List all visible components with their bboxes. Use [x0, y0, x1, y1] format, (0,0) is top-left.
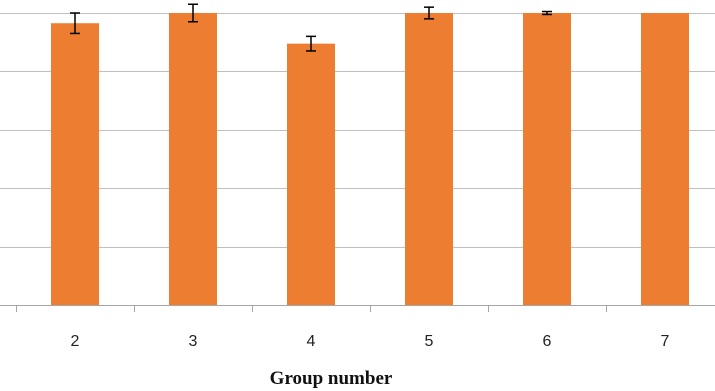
x-tick-label: 2 — [71, 333, 80, 350]
error-bar — [424, 6, 434, 20]
x-tick-label: 4 — [307, 333, 316, 350]
bar — [405, 13, 453, 305]
x-axis — [0, 305, 715, 312]
error-bars — [70, 3, 552, 52]
bar — [169, 13, 217, 305]
x-tick-label: 7 — [661, 333, 670, 350]
gridlines — [0, 13, 715, 248]
bars — [51, 13, 689, 305]
error-bar — [542, 10, 552, 16]
x-tick-label: 6 — [543, 333, 552, 350]
error-bar — [70, 12, 80, 35]
error-bar — [188, 3, 198, 23]
bar — [51, 23, 99, 305]
x-tick-labels: 2 3 4 5 6 7 — [71, 333, 670, 350]
error-bar — [306, 35, 316, 52]
x-tick-label: 3 — [189, 333, 198, 350]
bar — [287, 43, 335, 305]
bar — [523, 13, 571, 305]
x-tick-label: 5 — [425, 333, 434, 350]
x-axis-title: Group number — [270, 368, 393, 389]
bar — [641, 13, 689, 305]
